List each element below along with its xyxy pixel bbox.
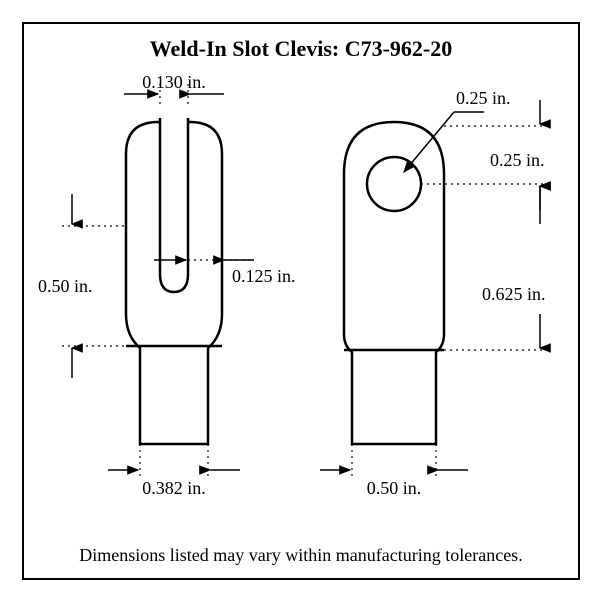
drawing-footnote: Dimensions listed may vary within manufa… (24, 545, 578, 566)
drawing-frame: Weld-In Slot Clevis: C73-962-20 (22, 22, 580, 580)
dim-shoulder-height: 0.50 in. (38, 276, 93, 296)
dim-prong-thickness: 0.125 in. (232, 266, 296, 286)
front-view: 0.130 in. 0.125 in. 0.50 in. 0.382 in. (38, 74, 296, 498)
dim-slot-width: 0.130 in. (142, 74, 206, 92)
dim-hole-to-top: 0.25 in. (490, 150, 545, 170)
drawing-canvas: 0.130 in. 0.125 in. 0.50 in. 0.382 in. (24, 74, 578, 544)
dim-hole-to-shoulder: 0.625 in. (482, 284, 546, 304)
dim-hole-dia: 0.25 in. (456, 88, 511, 108)
dim-side-stem-width: 0.50 in. (367, 478, 422, 498)
drawing-title: Weld-In Slot Clevis: C73-962-20 (24, 36, 578, 62)
side-view: 0.25 in. 0.25 in. 0.625 in. 0.50 in. (320, 88, 548, 498)
dim-stem-width: 0.382 in. (142, 478, 206, 498)
